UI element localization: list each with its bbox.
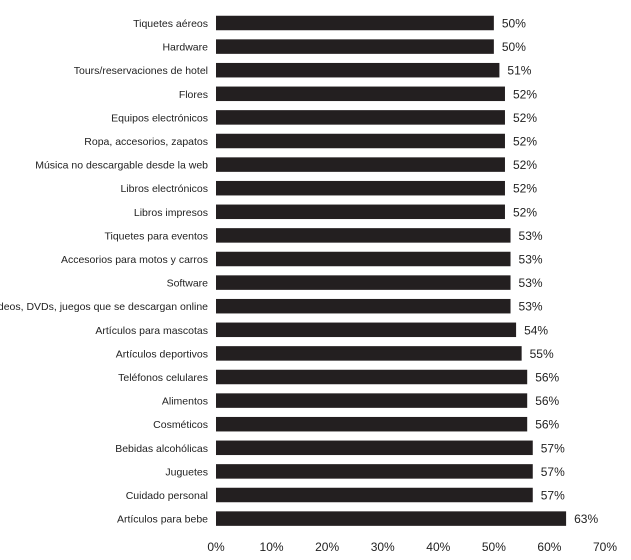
value-label: 56% — [535, 394, 559, 408]
value-label: 50% — [502, 40, 526, 54]
category-label: Juguetes — [165, 466, 208, 478]
value-label: 53% — [519, 300, 543, 314]
bar — [216, 180, 505, 196]
value-label: 50% — [502, 17, 526, 31]
bar — [216, 440, 533, 456]
value-label: 63% — [574, 512, 598, 526]
category-label: Artículos deportivos — [116, 348, 208, 360]
bar — [216, 369, 528, 385]
category-label: Artículos para bebe — [117, 514, 208, 526]
category-label: Software — [167, 278, 209, 290]
category-label: Música no descargable desde la web — [35, 160, 208, 172]
value-label: 52% — [513, 158, 537, 172]
x-tick-label: 40% — [426, 540, 450, 554]
bar — [216, 393, 528, 408]
value-label: 53% — [519, 276, 543, 290]
category-label: Libros impresos — [134, 207, 208, 219]
value-label: 52% — [513, 135, 537, 149]
bar — [216, 39, 494, 54]
bar — [216, 275, 511, 290]
category-label: Videos, DVDs, juegos que se descargan on… — [0, 301, 208, 313]
x-tick-label: 60% — [537, 540, 561, 554]
bar — [216, 416, 528, 432]
value-label: 57% — [541, 465, 565, 479]
category-label: Tiquetes para eventos — [104, 230, 208, 242]
category-label: Cuidado personal — [126, 490, 208, 502]
value-label: 56% — [535, 371, 559, 385]
bar — [216, 487, 533, 503]
bar — [216, 110, 505, 125]
bar — [216, 322, 517, 338]
value-label: 57% — [541, 489, 565, 503]
bar — [216, 62, 500, 78]
category-label: Artículos para mascotas — [95, 325, 208, 337]
value-label: 54% — [524, 323, 548, 337]
category-label: Flores — [179, 89, 208, 101]
category-label: Teléfonos celulares — [118, 372, 208, 384]
bar — [216, 464, 533, 479]
value-label: 57% — [541, 441, 565, 455]
bar — [216, 346, 522, 361]
category-label: Libros electrónicos — [120, 183, 208, 195]
category-label: Bebidas alcohólicas — [115, 443, 208, 455]
category-label: Equipos electrónicos — [111, 112, 208, 124]
bar — [216, 298, 511, 314]
value-label: 53% — [519, 253, 543, 267]
x-tick-label: 70% — [593, 540, 617, 554]
bar — [216, 15, 494, 31]
category-label: Tiquetes aéreos — [133, 18, 208, 30]
value-label: 52% — [513, 182, 537, 196]
x-tick-label: 50% — [482, 540, 506, 554]
value-label: 55% — [530, 347, 554, 361]
bar — [216, 251, 511, 267]
category-label: Accesorios para motos y carros — [61, 254, 208, 266]
category-label: Ropa, accesorios, zapatos — [84, 136, 208, 148]
category-label: Cosméticos — [153, 419, 208, 431]
value-label: 53% — [519, 229, 543, 243]
value-label: 52% — [513, 111, 537, 125]
chart-bars — [216, 15, 567, 526]
bar — [216, 157, 505, 172]
value-label: 56% — [535, 418, 559, 432]
x-tick-label: 10% — [260, 540, 284, 554]
bar — [216, 133, 505, 149]
bar — [216, 204, 505, 220]
value-labels: 50% 50% 51% 52% 52% 52% 52% 52% 52% 53% 53% 53% 53% 5… — [502, 17, 599, 527]
bar — [216, 228, 511, 243]
bar — [216, 511, 567, 526]
category-label: Tours/reservaciones de hotel — [74, 65, 208, 77]
value-label: 52% — [513, 205, 537, 219]
category-label: Hardware — [162, 42, 208, 54]
value-label: 52% — [513, 87, 537, 101]
category-label: Alimentos — [162, 396, 208, 408]
category-labels: Tiquetes aéreos Hardware Tours/reservacion… — [0, 18, 208, 526]
x-tick-label: 30% — [371, 540, 395, 554]
value-label: 51% — [507, 64, 531, 78]
x-tick-label: 20% — [315, 540, 339, 554]
x-tick-label: 0% — [207, 540, 225, 554]
bar — [216, 86, 505, 102]
x-axis-ticks: 0% 10% 20% 30% 40% 50% 60% 70% — [207, 540, 617, 554]
